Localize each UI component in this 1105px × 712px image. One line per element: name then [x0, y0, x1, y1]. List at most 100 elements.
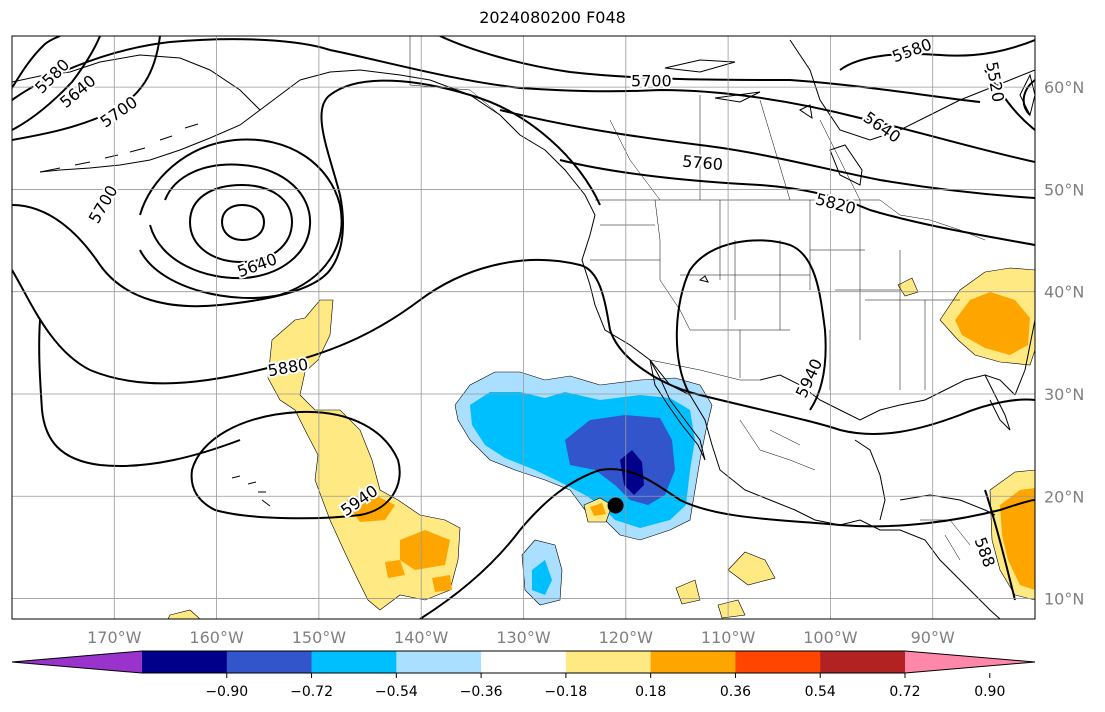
latitude-tick-label: 10°N	[1044, 590, 1084, 609]
longitude-tick-label: 160°W	[189, 628, 244, 647]
map-frame	[11, 35, 1036, 620]
coastline	[649, 359, 706, 461]
colorbar-tick-label: 0.72	[889, 684, 920, 700]
shaded-field-layer	[167, 267, 1035, 619]
coastline	[698, 275, 709, 283]
height-contour	[12, 36, 101, 131]
colorbar-tick-label: 0.18	[635, 684, 666, 700]
height-contour	[190, 410, 401, 520]
colorbar-segment	[311, 651, 397, 673]
height-contour	[139, 138, 343, 299]
positive-anomaly-area	[955, 292, 1030, 355]
coastline	[759, 374, 1016, 421]
colorbar-tick-label: −0.18	[544, 684, 587, 700]
positive-anomaly-area	[167, 609, 201, 619]
positive-anomaly-area	[385, 560, 405, 578]
contour-label: 5700	[631, 72, 672, 91]
colorbar-segment	[565, 651, 652, 673]
coastline	[984, 374, 1011, 431]
longitude-tick-label: 140°W	[394, 628, 449, 647]
latitude-tick-label: 50°N	[1044, 180, 1084, 199]
colorbar-segment	[396, 651, 482, 673]
coastline	[899, 494, 996, 516]
height-contour	[220, 203, 266, 242]
latitude-tick-label: 30°N	[1044, 385, 1084, 404]
longitude-tick-label: 90°W	[911, 628, 955, 647]
longitude-tick-label: 170°W	[87, 628, 142, 647]
height-contour	[675, 239, 827, 411]
coastline	[854, 439, 886, 521]
country-boundary	[595, 199, 986, 241]
height-contour	[984, 489, 1016, 601]
height-contour	[188, 183, 294, 264]
height-contour	[839, 39, 1035, 71]
height-contour	[1022, 79, 1035, 116]
coastline	[1019, 73, 1035, 117]
colorbar-tick-label: −0.72	[290, 684, 333, 700]
coastline	[259, 79, 301, 111]
height-contour	[12, 258, 1035, 435]
coastline	[1014, 319, 1035, 396]
positive-anomaly-area	[727, 551, 776, 586]
colorbar-tick-label: 0.90	[974, 684, 1005, 700]
longitude-tick-label: 120°W	[599, 628, 654, 647]
height-contour	[559, 159, 1035, 246]
coastline	[39, 123, 199, 173]
positive-anomaly-area	[267, 299, 461, 611]
location-marker	[607, 497, 624, 514]
coastline-layer	[12, 39, 1035, 619]
height-contour	[12, 36, 161, 141]
negative-anomaly-area	[532, 560, 552, 595]
latitude-tick-label: 20°N	[1044, 487, 1084, 506]
longitude-tick-label: 130°W	[496, 628, 551, 647]
colorbar-segment	[820, 651, 906, 673]
latitude-tick-label: 40°N	[1044, 283, 1084, 302]
coastline	[231, 475, 271, 507]
height-contour	[12, 36, 61, 89]
latitude-tick-labels: 10°N 20°N 30°N 40°N 50°N 60°N	[1044, 78, 1084, 608]
height-contour	[12, 38, 331, 101]
coastline	[789, 39, 1035, 141]
colorbar-segment	[142, 651, 228, 673]
longitude-tick-label: 150°W	[292, 628, 347, 647]
colorbar-extend-high	[905, 651, 1035, 673]
contour-label: 5760	[682, 152, 724, 174]
longitude-tick-labels: 170°W 160°W 150°W 140°W 130°W 120°W 110°W 100°W…	[87, 628, 955, 647]
colorbar-tick-label: 0.36	[720, 684, 751, 700]
state-boundary	[654, 199, 691, 331]
height-contour	[499, 109, 1035, 199]
colorbar-segment	[735, 651, 821, 673]
longitude-tick-label: 100°W	[803, 628, 858, 647]
state-boundary	[609, 95, 861, 201]
coastline	[299, 69, 1001, 619]
colorbar-tick-label: −0.36	[460, 684, 503, 700]
map-title: 2024080200 F048	[479, 8, 626, 27]
positive-anomaly-area	[717, 599, 746, 619]
colorbar-segment	[481, 651, 567, 673]
positive-anomaly-area	[1000, 488, 1035, 590]
colorbar-extend-low	[12, 651, 142, 673]
gridline-layer	[12, 36, 1035, 619]
positive-anomaly-area	[590, 503, 606, 516]
colorbar-segment	[226, 651, 313, 673]
height-contour	[419, 468, 1035, 619]
colorbar-segment	[650, 651, 736, 673]
state-boundary	[739, 419, 816, 471]
colorbar-outline	[11, 650, 1036, 674]
coastline	[799, 104, 813, 120]
colorbar-tick-label: −0.54	[375, 684, 418, 700]
height-contour	[329, 49, 1035, 163]
latitude-tick-label: 60°N	[1044, 78, 1084, 97]
colorbar-tick-label: −0.90	[205, 684, 248, 700]
height-contour	[439, 36, 981, 103]
height-contour	[984, 69, 1035, 131]
longitude-tick-label: 110°W	[701, 628, 756, 647]
colorbar-tick-label: 0.54	[805, 684, 836, 700]
height-contour	[149, 163, 312, 280]
positive-anomaly-area	[432, 575, 452, 592]
colorbar: −0.90 −0.72 −0.54 −0.36 −0.18 0.18 0.36 0.54 0.7…	[11, 650, 1036, 700]
height-contour	[38, 319, 241, 467]
country-boundary	[649, 359, 760, 381]
coastline	[664, 59, 736, 73]
